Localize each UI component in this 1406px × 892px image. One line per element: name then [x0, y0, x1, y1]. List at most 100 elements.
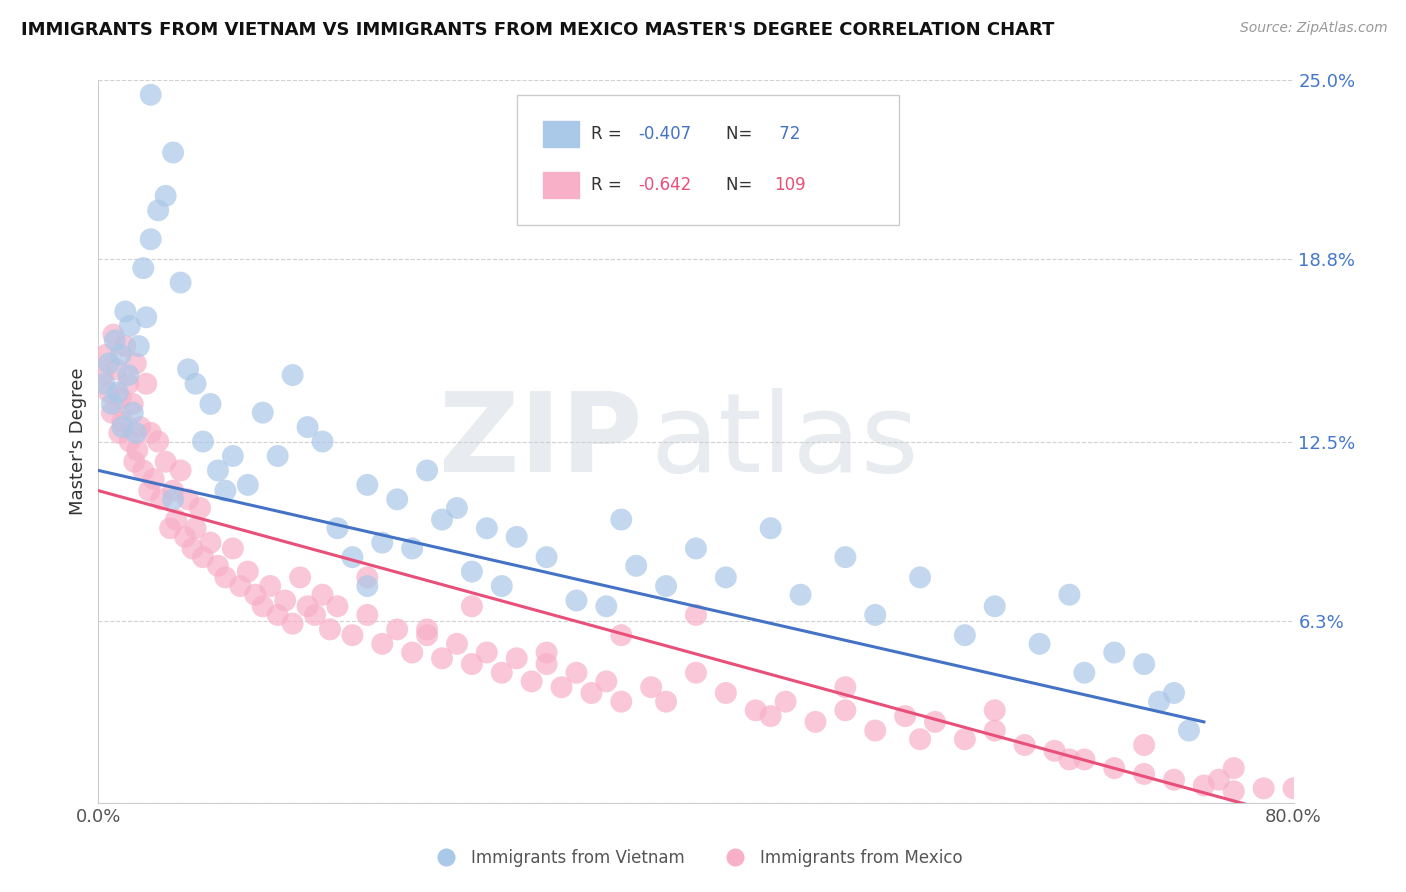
Point — [1223, 761, 1246, 775]
Point — [311, 588, 333, 602]
Point — [1178, 723, 1201, 738]
Point — [416, 463, 439, 477]
Point — [595, 674, 617, 689]
Point — [908, 570, 931, 584]
Point — [1133, 657, 1156, 671]
Point — [169, 463, 191, 477]
Bar — [543, 121, 579, 147]
Point — [924, 714, 946, 729]
Point — [1253, 781, 1275, 796]
Text: -0.407: -0.407 — [638, 126, 692, 144]
Point — [297, 420, 319, 434]
Point — [610, 512, 633, 526]
Point — [759, 521, 782, 535]
Point — [117, 368, 139, 382]
Point — [536, 550, 558, 565]
Text: N=: N= — [725, 176, 758, 194]
Point — [104, 334, 127, 348]
Point — [745, 703, 768, 717]
Point — [685, 665, 707, 680]
Point — [200, 535, 222, 549]
Legend: Immigrants from Vietnam, Immigrants from Mexico: Immigrants from Vietnam, Immigrants from… — [423, 843, 969, 874]
Point — [150, 492, 173, 507]
Point — [148, 434, 170, 449]
Point — [506, 530, 529, 544]
Point — [267, 607, 290, 622]
Point — [446, 501, 468, 516]
Point — [229, 579, 252, 593]
Point — [274, 593, 297, 607]
Point — [626, 558, 648, 573]
Point — [105, 362, 128, 376]
Point — [685, 607, 707, 622]
Point — [188, 501, 211, 516]
Point — [97, 385, 120, 400]
Point — [908, 732, 931, 747]
Point — [1059, 752, 1081, 766]
Point — [1028, 637, 1050, 651]
Point — [181, 541, 204, 556]
Text: Source: ZipAtlas.com: Source: ZipAtlas.com — [1240, 21, 1388, 36]
Point — [342, 628, 364, 642]
Point — [565, 593, 588, 607]
Text: R =: R = — [591, 176, 627, 194]
Point — [124, 455, 146, 469]
Point — [207, 558, 229, 573]
Point — [595, 599, 617, 614]
Point — [461, 599, 484, 614]
Bar — [543, 172, 579, 198]
Point — [111, 420, 134, 434]
Point — [1073, 752, 1095, 766]
Point — [155, 455, 177, 469]
Text: atlas: atlas — [651, 388, 920, 495]
Point — [1104, 761, 1126, 775]
Point — [200, 397, 222, 411]
Point — [162, 145, 184, 160]
Point — [319, 623, 342, 637]
Point — [214, 483, 236, 498]
Point — [1282, 781, 1305, 796]
Point — [1147, 695, 1170, 709]
Point — [135, 310, 157, 325]
Point — [111, 414, 134, 428]
Point — [714, 570, 737, 584]
Point — [191, 434, 214, 449]
Point — [1043, 744, 1066, 758]
Text: 72: 72 — [773, 126, 800, 144]
Point — [304, 607, 326, 622]
Point — [91, 368, 114, 382]
Point — [281, 368, 304, 382]
Point — [101, 406, 124, 420]
Point — [1014, 738, 1036, 752]
Point — [326, 521, 349, 535]
Text: 109: 109 — [773, 176, 806, 194]
Point — [610, 628, 633, 642]
Point — [132, 463, 155, 477]
Point — [177, 492, 200, 507]
Point — [506, 651, 529, 665]
Point — [267, 449, 290, 463]
Point — [93, 376, 115, 391]
Point — [581, 686, 603, 700]
Point — [148, 203, 170, 218]
Point — [121, 397, 143, 411]
Point — [461, 657, 484, 671]
Point — [128, 339, 150, 353]
Point — [121, 406, 143, 420]
Point — [804, 714, 827, 729]
Point — [103, 327, 125, 342]
Point — [207, 463, 229, 477]
Text: IMMIGRANTS FROM VIETNAM VS IMMIGRANTS FROM MEXICO MASTER'S DEGREE CORRELATION CH: IMMIGRANTS FROM VIETNAM VS IMMIGRANTS FR… — [21, 21, 1054, 39]
Text: N=: N= — [725, 126, 758, 144]
Point — [252, 406, 274, 420]
Point — [894, 709, 917, 723]
Point — [117, 376, 139, 391]
Point — [371, 637, 394, 651]
Point — [222, 541, 245, 556]
Point — [356, 570, 378, 584]
Point — [155, 189, 177, 203]
Point — [984, 703, 1007, 717]
Point — [1133, 738, 1156, 752]
Point — [775, 695, 797, 709]
Point — [984, 723, 1007, 738]
